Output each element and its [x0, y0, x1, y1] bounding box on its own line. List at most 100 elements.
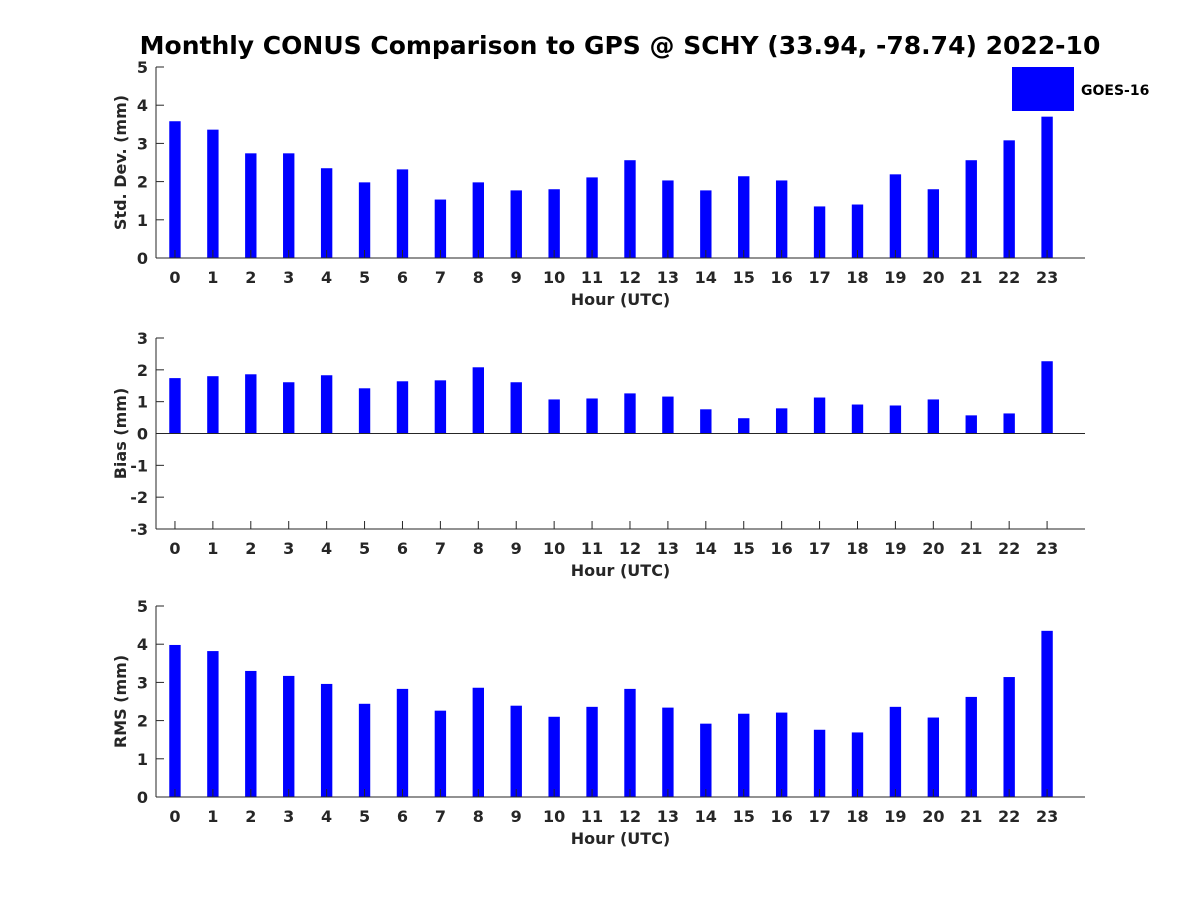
x-tick-label: 10: [543, 539, 565, 558]
x-tick-label: 3: [283, 268, 294, 287]
bar-hour-20: [927, 399, 940, 434]
bar-hour-14: [700, 723, 712, 797]
bar-hour-10: [548, 399, 560, 434]
bar-hour-2: [245, 374, 257, 434]
x-tick-label: 4: [321, 268, 332, 287]
x-tick-label: 23: [1036, 807, 1058, 826]
y-tick-label: 3: [137, 329, 148, 348]
bar-hour-4: [320, 683, 333, 797]
x-tick-label: 12: [619, 539, 641, 558]
x-tick-label: 21: [960, 539, 982, 558]
x-tick-label: 21: [960, 807, 982, 826]
bar-hour-19: [889, 405, 902, 434]
bar-hour-14: [700, 409, 712, 434]
x-tick-label: 15: [733, 807, 755, 826]
x-tick-label: 21: [960, 268, 982, 287]
x-axis-label: Hour (UTC): [571, 290, 671, 309]
x-tick-label: 14: [695, 807, 717, 826]
x-axis-label: Hour (UTC): [571, 561, 671, 580]
y-tick-label: -3: [130, 520, 148, 539]
x-tick-label: 10: [543, 268, 565, 287]
bar-hour-15: [738, 176, 750, 258]
x-tick-label: 13: [657, 268, 679, 287]
bar-hour-21: [965, 160, 977, 258]
bar-hour-10: [548, 716, 560, 797]
y-tick-label: -2: [130, 488, 148, 507]
x-tick-label: 13: [657, 539, 679, 558]
bar-hour-18: [851, 732, 864, 797]
bar-hour-23: [1041, 116, 1053, 258]
x-tick-label: 5: [359, 268, 370, 287]
x-tick-label: 5: [359, 807, 370, 826]
x-tick-label: 4: [321, 539, 332, 558]
bar-hour-6: [396, 381, 409, 434]
bar-hour-14: [700, 190, 712, 258]
x-tick-label: 19: [884, 539, 906, 558]
bar-hour-19: [889, 174, 902, 258]
x-tick-label: 19: [884, 268, 906, 287]
bar-hour-8: [472, 687, 484, 797]
x-axis-label: Hour (UTC): [571, 829, 671, 848]
x-tick-label: 16: [771, 807, 793, 826]
bar-hour-12: [624, 393, 636, 434]
chart-title: Monthly CONUS Comparison to GPS @ SCHY (…: [140, 31, 1101, 60]
y-tick-label: 0: [137, 788, 148, 807]
x-tick-label: 16: [771, 268, 793, 287]
x-tick-label: 3: [283, 807, 294, 826]
bar-hour-12: [624, 688, 636, 797]
y-tick-label: 2: [137, 361, 148, 380]
bar-hour-7: [434, 380, 447, 434]
x-tick-label: 18: [846, 539, 868, 558]
x-tick-label: 18: [846, 807, 868, 826]
bar-hour-18: [851, 204, 864, 258]
y-tick-label: 1: [137, 750, 148, 769]
x-tick-label: 12: [619, 268, 641, 287]
x-tick-label: 3: [283, 539, 294, 558]
y-tick-label: 4: [137, 635, 148, 654]
bar-hour-4: [320, 375, 333, 434]
x-tick-label: 8: [473, 268, 484, 287]
x-tick-label: 6: [397, 807, 408, 826]
x-tick-label: 4: [321, 807, 332, 826]
x-tick-label: 15: [733, 268, 755, 287]
bar-hour-3: [283, 153, 295, 258]
bar-hour-2: [245, 153, 257, 258]
y-tick-label: 3: [137, 673, 148, 692]
y-tick-label: 2: [137, 712, 148, 731]
bar-hour-20: [927, 717, 940, 797]
bar-hour-7: [434, 199, 447, 258]
bar-hour-5: [358, 182, 371, 258]
x-tick-label: 22: [998, 268, 1020, 287]
y-tick-label: -1: [130, 456, 148, 475]
x-tick-label: 11: [581, 807, 603, 826]
x-tick-label: 1: [207, 539, 218, 558]
bar-hour-5: [358, 388, 371, 434]
bar-hour-3: [283, 382, 295, 434]
y-tick-label: 3: [137, 134, 148, 153]
bar-hour-16: [775, 712, 788, 797]
x-tick-label: 22: [998, 539, 1020, 558]
x-tick-label: 2: [245, 807, 256, 826]
bar-hour-12: [624, 160, 636, 258]
y-tick-label: 0: [137, 249, 148, 268]
y-axis-label: Std. Dev. (mm): [111, 95, 130, 230]
bar-hour-3: [283, 675, 295, 797]
x-tick-label: 20: [922, 539, 944, 558]
bar-hour-23: [1041, 361, 1053, 434]
y-axis-label: RMS (mm): [111, 655, 130, 748]
x-tick-label: 7: [435, 807, 446, 826]
y-tick-label: 1: [137, 211, 148, 230]
y-tick-label: 5: [137, 597, 148, 616]
bar-hour-6: [396, 169, 409, 258]
bar-hour-9: [510, 382, 522, 434]
bar-hour-9: [510, 190, 522, 258]
x-tick-label: 15: [733, 539, 755, 558]
bar-hour-17: [813, 397, 826, 434]
x-tick-label: 9: [511, 268, 522, 287]
bar-hour-20: [927, 189, 940, 258]
x-tick-label: 10: [543, 807, 565, 826]
x-tick-label: 13: [657, 807, 679, 826]
x-tick-label: 0: [169, 539, 180, 558]
